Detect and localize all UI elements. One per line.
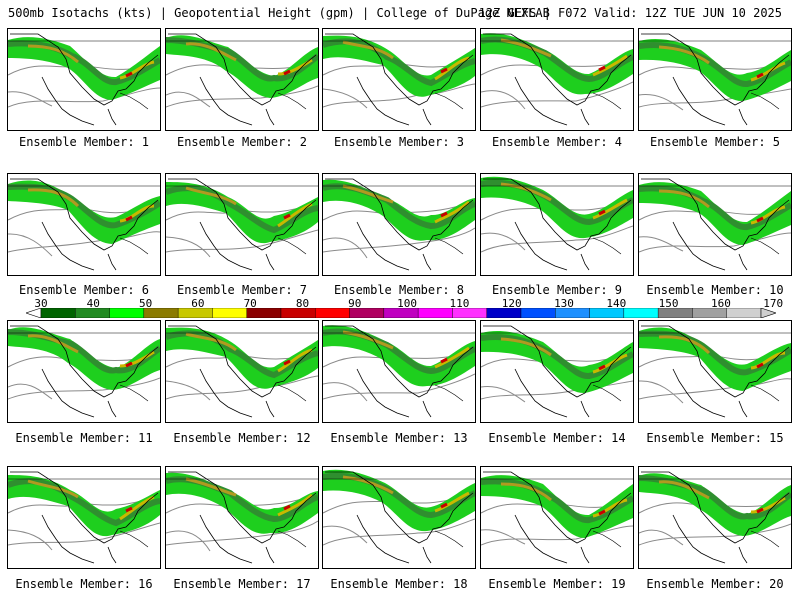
ensemble-member-map xyxy=(322,466,476,569)
ensemble-member-label: Ensemble Member: 12 xyxy=(173,431,311,445)
isotach-colorbar xyxy=(26,308,776,318)
ensemble-member-map xyxy=(165,28,319,131)
colorbar-tick-label: 60 xyxy=(191,297,205,310)
ensemble-member-map xyxy=(322,320,476,423)
ensemble-member-label: Ensemble Member: 3 xyxy=(333,135,465,149)
colorbar-tick-label: 50 xyxy=(138,297,153,310)
isotach-map-graphic xyxy=(323,33,475,126)
ensemble-member-map xyxy=(480,466,634,569)
ensemble-member-map xyxy=(322,173,476,276)
isotach-map-graphic xyxy=(166,178,318,271)
colorbar-tick-label: 90 xyxy=(348,297,362,310)
ensemble-member-map xyxy=(165,320,319,423)
ensemble-member-label: Ensemble Member: 19 xyxy=(488,577,626,591)
isotach-map-graphic xyxy=(166,33,318,126)
colorbar-max-arrow xyxy=(760,308,776,318)
ensemble-member-map xyxy=(480,173,634,276)
ensemble-member-label: Ensemble Member: 18 xyxy=(330,577,468,591)
colorbar-tick-label: 120 xyxy=(501,297,522,310)
ensemble-member-map xyxy=(322,28,476,131)
ensemble-member-label: Ensemble Member: 17 xyxy=(173,577,311,591)
isotach-map-graphic xyxy=(8,325,160,418)
ensemble-member-label: Ensemble Member: 1 xyxy=(18,135,150,149)
ensemble-member-label: Ensemble Member: 8 xyxy=(333,283,465,297)
ensemble-member-map xyxy=(7,466,161,569)
ensemble-member-map xyxy=(7,28,161,131)
ensemble-member-map xyxy=(638,320,792,423)
ensemble-member-map xyxy=(638,28,792,131)
isotach-map-graphic xyxy=(166,325,318,418)
ensemble-member-label: Ensemble Member: 15 xyxy=(646,431,784,445)
isotach-map-graphic xyxy=(8,33,160,126)
ensemble-member-label: Ensemble Member: 7 xyxy=(176,283,308,297)
ensemble-member-label: Ensemble Member: 13 xyxy=(330,431,468,445)
isotach-map-graphic xyxy=(166,471,318,564)
ensemble-member-map xyxy=(165,173,319,276)
figure-title: 500mb Isotachs (kts) | Geopotential Heig… xyxy=(8,6,550,20)
ensemble-member-map xyxy=(165,466,319,569)
isotach-map-graphic xyxy=(639,178,791,271)
isotach-map-graphic xyxy=(323,325,475,418)
isotach-map-graphic xyxy=(481,176,633,271)
ensemble-member-label: Ensemble Member: 5 xyxy=(649,135,781,149)
isotach-map-graphic xyxy=(8,471,160,564)
isotach-map-graphic xyxy=(8,178,160,271)
ensemble-member-label: Ensemble Member: 9 xyxy=(491,283,623,297)
isotach-map-graphic xyxy=(481,471,633,564)
ensemble-member-label: Ensemble Member: 16 xyxy=(15,577,153,591)
isotach-map-graphic xyxy=(639,471,791,564)
ensemble-member-label: Ensemble Member: 6 xyxy=(18,283,150,297)
colorbar-tick-label: 130 xyxy=(554,297,574,310)
ensemble-member-map xyxy=(638,466,792,569)
ensemble-member-map xyxy=(7,173,161,276)
colorbar-tick-label: 160 xyxy=(710,297,731,310)
isotach-map-graphic xyxy=(323,469,475,564)
isotach-map-graphic xyxy=(481,325,633,418)
isotach-map-graphic xyxy=(639,33,791,126)
ensemble-member-label: Ensemble Member: 10 xyxy=(646,283,784,297)
figure-header: 500mb Isotachs (kts) | Geopotential Heig… xyxy=(0,0,800,26)
colorbar-tick-label: 80 xyxy=(295,297,310,310)
ensemble-member-label: Ensemble Member: 14 xyxy=(488,431,626,445)
ensemble-member-map xyxy=(480,320,634,423)
ensemble-member-label: Ensemble Member: 4 xyxy=(491,135,623,149)
isotach-map-graphic xyxy=(481,33,633,126)
ensemble-member-map xyxy=(638,173,792,276)
ensemble-member-label: Ensemble Member: 2 xyxy=(176,135,308,149)
colorbar-tick-label: 70 xyxy=(243,297,257,310)
ensemble-member-map xyxy=(480,28,634,131)
colorbar-tick-label: 40 xyxy=(86,297,100,310)
ensemble-member-map xyxy=(7,320,161,423)
colorbar-tick-label: 110 xyxy=(449,297,470,310)
isotach-map-graphic xyxy=(323,178,475,271)
ensemble-member-label: Ensemble Member: 20 xyxy=(646,577,784,591)
colorbar-tick-label: 100 xyxy=(397,297,418,310)
isotach-map-graphic xyxy=(639,325,791,418)
colorbar-tick-label: 140 xyxy=(606,297,627,310)
colorbar-tick-label: 150 xyxy=(658,297,679,310)
valid-time: 12Z GEFS | F072 Valid: 12Z TUE JUN 10 20… xyxy=(478,6,782,20)
ensemble-member-label: Ensemble Member: 11 xyxy=(15,431,153,445)
colorbar-tick-label: 30 xyxy=(34,297,48,310)
colorbar-tick-label: 170 xyxy=(763,297,784,310)
